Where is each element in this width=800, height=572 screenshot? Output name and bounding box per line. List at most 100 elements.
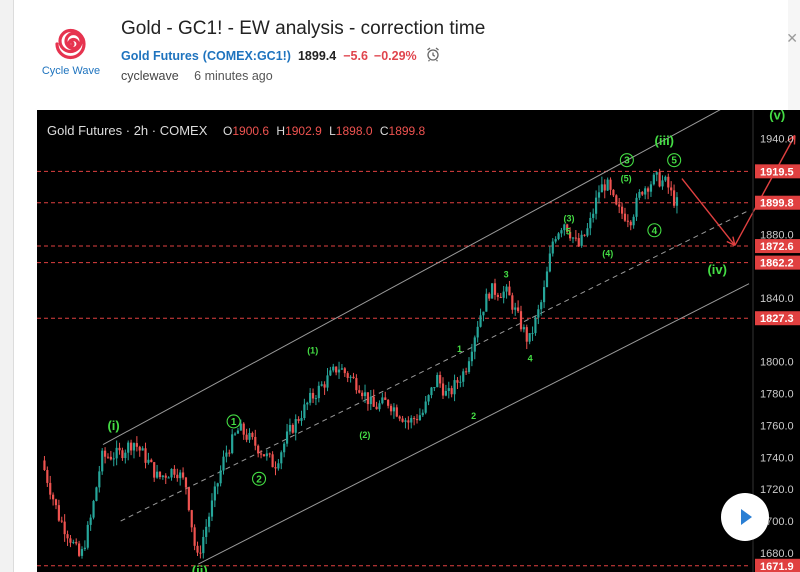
arrow-head (732, 236, 736, 246)
candle-body (511, 295, 514, 310)
candle-body (441, 383, 445, 396)
candle-body (283, 443, 286, 453)
candle-body (606, 179, 609, 191)
wave-label: 2 (256, 474, 262, 485)
candle-body (135, 443, 138, 447)
candle-body (317, 385, 320, 399)
wave-label: 4 (652, 226, 658, 237)
channel-line (198, 283, 750, 565)
candle-body (453, 380, 456, 395)
candle-body (488, 293, 491, 299)
wave-circle (251, 471, 267, 486)
play-button[interactable] (721, 493, 769, 541)
candle-body (502, 291, 505, 298)
candle-body (132, 443, 136, 451)
candle-body (205, 526, 208, 537)
candle-body (620, 206, 624, 214)
candle-body (43, 460, 46, 471)
price-tag-label: 1919.5 (760, 166, 794, 178)
candle-body (600, 184, 603, 193)
candle-body (363, 392, 367, 397)
candle-body (661, 180, 664, 187)
wave-label: (2) (359, 430, 370, 440)
alarm-clock-icon[interactable] (425, 46, 441, 65)
candle-body (424, 401, 427, 413)
candle-body (534, 317, 537, 334)
candle-body (439, 374, 442, 384)
arrow-head (787, 134, 796, 142)
wave-label: 1 (457, 344, 462, 354)
candle-body (641, 191, 644, 195)
chart-canvas[interactable]: (i) (ii) (iii) (iv) (v) 1 2 3 4 5 (1) (2) (3) (4) (5) 1… (37, 110, 800, 572)
wave-circle (226, 414, 241, 429)
candle-body (239, 423, 242, 431)
candle-body (372, 396, 375, 407)
candle-body (358, 390, 361, 393)
candle-body (450, 388, 453, 395)
candle-body (626, 220, 629, 222)
candle-body (395, 407, 398, 417)
candle-body (219, 470, 222, 484)
price-tag-label: 1862.2 (760, 258, 794, 270)
candle-body (525, 327, 528, 342)
candle-body (658, 172, 661, 187)
symbol-name[interactable]: Gold Futures (121, 48, 199, 63)
candle-body (89, 517, 92, 525)
symbol-code[interactable]: (COMEX:GC1!) (202, 48, 291, 63)
candle-body (86, 524, 89, 548)
wave-label: 2 (471, 411, 476, 421)
candle-body (392, 407, 396, 412)
candle-body (384, 397, 387, 400)
candle-body (297, 419, 300, 421)
wave-label: (iii) (655, 133, 675, 148)
author-name[interactable]: cyclewave (121, 69, 179, 83)
candle-body (262, 454, 266, 457)
candle-body (300, 418, 303, 421)
candle-body (225, 452, 228, 457)
wave-label: (iv) (707, 262, 727, 277)
candle-body (311, 392, 315, 399)
candle-body (329, 370, 332, 376)
candle-body (563, 224, 566, 231)
y-tick-label: 1780.0 (760, 389, 794, 401)
candle-body (259, 453, 263, 455)
candle-body (343, 368, 346, 374)
y-tick-label: 1880.0 (760, 229, 794, 241)
candle-body (531, 333, 534, 335)
candle-body (129, 442, 133, 451)
post-title[interactable]: Gold - GC1! - EW analysis - correction t… (121, 18, 486, 39)
candle-body (92, 500, 95, 518)
close-icon[interactable]: ✕ (786, 30, 798, 46)
candle-body (609, 179, 612, 190)
candle-body (612, 189, 615, 196)
candle-body (387, 399, 390, 406)
high-label: H (276, 124, 285, 138)
candle-body (543, 287, 546, 303)
candle-body (407, 420, 410, 423)
y-tick-label: 1800.0 (760, 357, 794, 369)
candle-body (254, 436, 257, 446)
left-sidebar (0, 0, 14, 572)
candle-body (655, 172, 658, 175)
price-tag (755, 195, 800, 210)
author-logo[interactable]: Cycle Wave (38, 24, 104, 86)
candle-body (83, 547, 86, 550)
candle-body (496, 294, 499, 297)
candle-body (459, 381, 462, 383)
play-icon (741, 509, 752, 525)
candle-body (629, 221, 632, 226)
candle-body (551, 241, 554, 254)
candle-body (242, 423, 245, 435)
projection-arrow (681, 178, 736, 246)
chart-header-title: Gold Futures · 2h · COMEX (47, 123, 208, 138)
candle-body (652, 174, 655, 185)
candle-body (199, 552, 202, 554)
price-tag-label: 1671.9 (760, 561, 794, 572)
candle-body (161, 475, 164, 478)
low-value: 1898.0 (336, 124, 373, 138)
price-chart[interactable]: (i) (ii) (iii) (iv) (v) 1 2 3 4 5 (1) (2) (3) (4) (5) 1… (37, 110, 800, 572)
candle-body (557, 233, 560, 240)
candle-body (427, 395, 430, 402)
wave-circle (619, 153, 634, 168)
candle-body (369, 396, 372, 405)
